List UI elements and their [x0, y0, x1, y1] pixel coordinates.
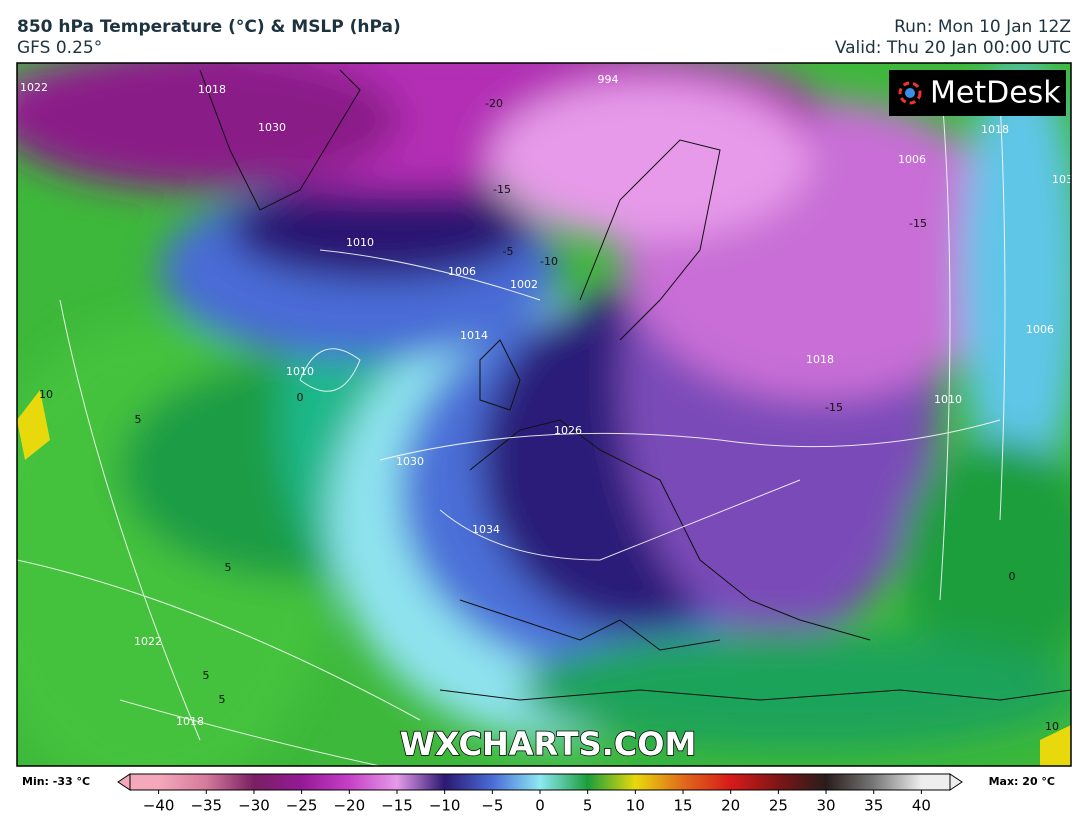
isobar-label: 1006 [448, 265, 476, 278]
isobar-label: 1014 [460, 329, 488, 342]
isotherm-label: 0 [1009, 570, 1016, 583]
isobar-label: 1010 [346, 236, 374, 249]
colorbar-tick-label: 25 [769, 797, 788, 815]
isobar-label: 1030 [396, 455, 424, 468]
max-label: Max: 20 °C [989, 775, 1055, 788]
colorbar-tick-label: −25 [286, 797, 318, 815]
colorbar-tick-label: −20 [333, 797, 365, 815]
min-label: Min: -33 °C [22, 775, 90, 788]
map-frame [16, 62, 1072, 767]
colorbar-tick-label: −5 [481, 797, 503, 815]
colorbar-tick-label: 20 [721, 797, 740, 815]
isotherm-label: 0 [297, 391, 304, 404]
colorbar [129, 773, 951, 791]
isobar-label: 1034 [472, 523, 500, 536]
logo: MetDesk [930, 76, 1061, 111]
isotherm-label: -15 [825, 401, 843, 414]
colorbar-max-arrow [949, 773, 963, 791]
colorbar-tick-label: −35 [190, 797, 222, 815]
isobar-label: 1018 [176, 715, 204, 728]
isobar-label: 1018 [198, 83, 226, 96]
isobar-label: 1010 [934, 393, 962, 406]
colorbar-tick-label: 30 [816, 797, 835, 815]
isobar-label: 1006 [898, 153, 926, 166]
isobar-label: 1018 [806, 353, 834, 366]
isotherm-label: 5 [135, 413, 142, 426]
isotherm-label: -20 [485, 97, 503, 110]
colorbar-tick-label: −30 [238, 797, 270, 815]
title: 850 hPa Temperature (°C) & MSLP (hPa) [17, 17, 401, 37]
colorbar-tick-label: 0 [535, 797, 545, 815]
colorbar-tick-label: 15 [673, 797, 692, 815]
colorbar-tick-label: 35 [864, 797, 883, 815]
watermark: WXCHARTS.COM [400, 725, 697, 763]
isobar-label: 1026 [554, 424, 582, 437]
colorbar-tick-label: −40 [143, 797, 175, 815]
isotherm-label: 5 [203, 669, 210, 682]
isotherm-label: -15 [909, 217, 927, 230]
isotherm-label: 5 [225, 561, 232, 574]
isotherm-label: -15 [493, 183, 511, 196]
isobar-label: 1018 [981, 123, 1009, 136]
subtitle: GFS 0.25° [17, 38, 102, 58]
colorbar-tick-label: 5 [583, 797, 593, 815]
isotherm-label: 10 [1045, 720, 1059, 733]
isobar-label: 1006 [1026, 323, 1054, 336]
isobar-label: 1010 [286, 365, 314, 378]
isotherm-label: 5 [219, 693, 226, 706]
isotherm-label: -10 [540, 255, 558, 268]
map: 1022 101810301010100610021014101010261030… [17, 63, 1080, 766]
valid: Valid: Thu 20 Jan 00:00 UTC [835, 38, 1071, 58]
isobar-label: 1030 [1052, 173, 1080, 186]
colorbar-min-arrow [117, 773, 131, 791]
isobar-label: 1022 [20, 81, 48, 94]
isobar-label: 994 [598, 73, 619, 86]
colorbar-tick-label: 10 [626, 797, 645, 815]
isotherm-label: 10 [39, 388, 53, 401]
isotherm-label: -5 [503, 245, 514, 258]
colorbar-tick-label: −10 [429, 797, 461, 815]
isobar-label: 1030 [258, 121, 286, 134]
colorbar-tick-label: −15 [381, 797, 413, 815]
run: Run: Mon 10 Jan 12Z [894, 17, 1071, 37]
colorbar-tick-label: 40 [912, 797, 931, 815]
isobar-label: 1002 [510, 278, 538, 291]
isobar-label: 1022 [134, 635, 162, 648]
